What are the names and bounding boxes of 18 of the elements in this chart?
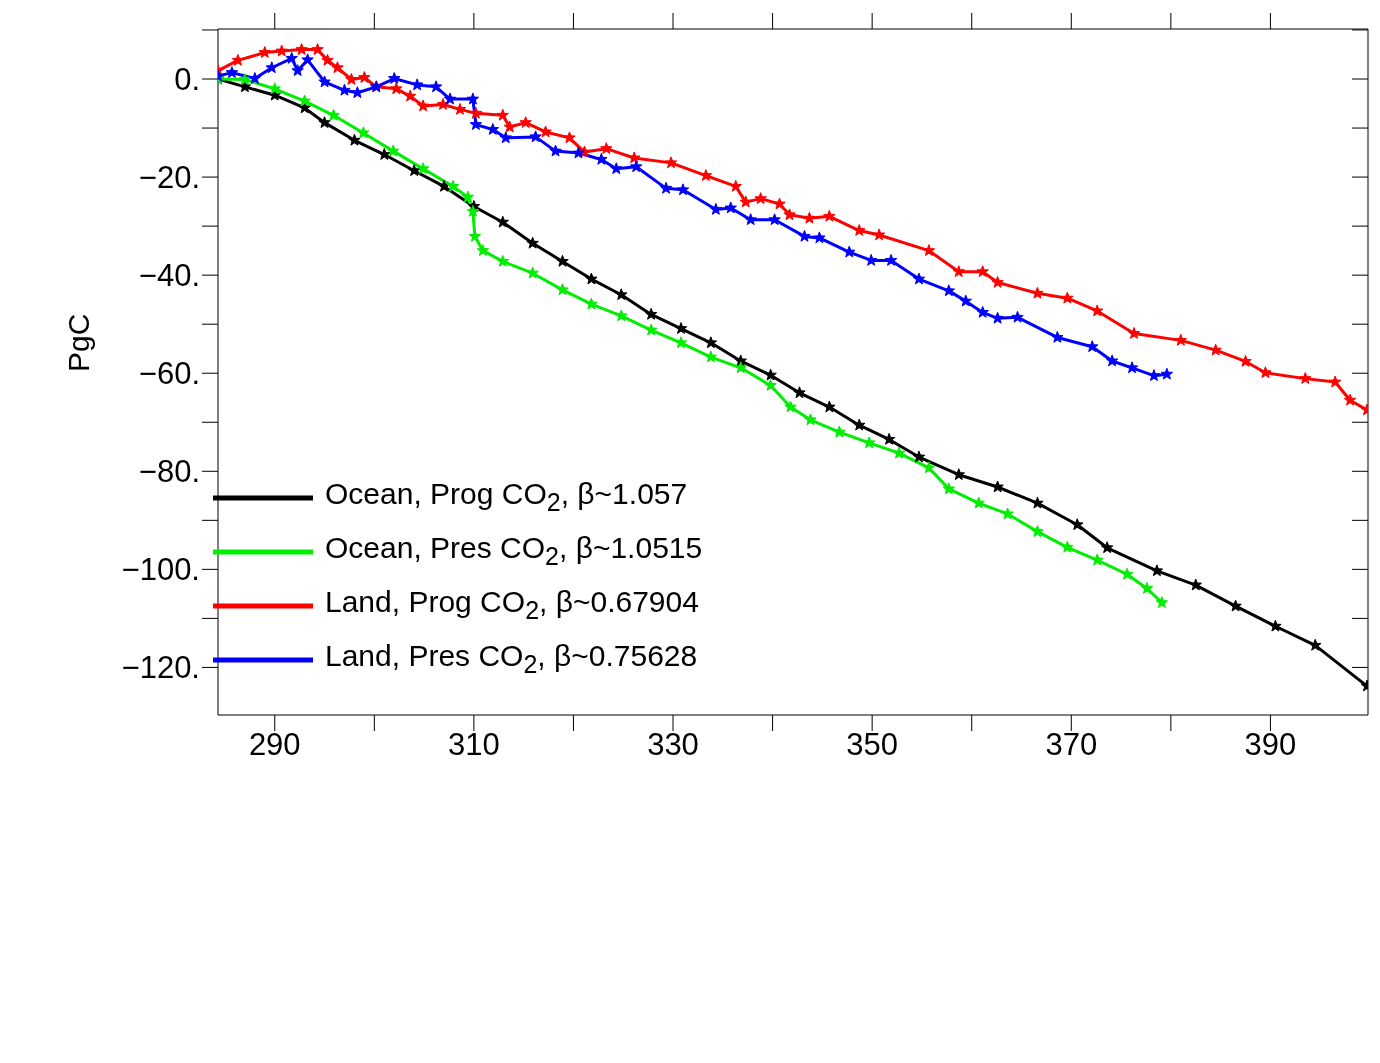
y-tick-label: −80.	[138, 454, 200, 490]
legend-label: Ocean, Prog CO$_{2}$, β~1.057	[325, 476, 688, 518]
x-tick-label: 310	[448, 727, 500, 763]
y-tick-label: −60.	[138, 356, 200, 392]
x-tick-label: 330	[647, 727, 699, 763]
legend-label: Land, Pres CO$_{2}$, β~0.75628	[325, 638, 698, 680]
y-tick-label: −40.	[138, 258, 200, 294]
legend-label: Land, Prog CO$_{2}$, β~0.67904	[325, 584, 699, 626]
y-tick-label: −100.	[121, 552, 200, 588]
x-tick-label: 290	[248, 727, 301, 763]
y-tick-label: 0.	[174, 62, 200, 98]
legend-label: Ocean, Pres CO$_{2}$, β~1.0515	[325, 530, 703, 572]
y-tick-label: −120.	[121, 650, 200, 686]
x-tick-label: 390	[1244, 727, 1297, 763]
x-tick-label: 370	[1045, 727, 1098, 763]
x-tick-label: 350	[846, 727, 899, 763]
y-axis-title: PgC	[61, 313, 95, 372]
y-tick-label: −20.	[138, 160, 200, 196]
